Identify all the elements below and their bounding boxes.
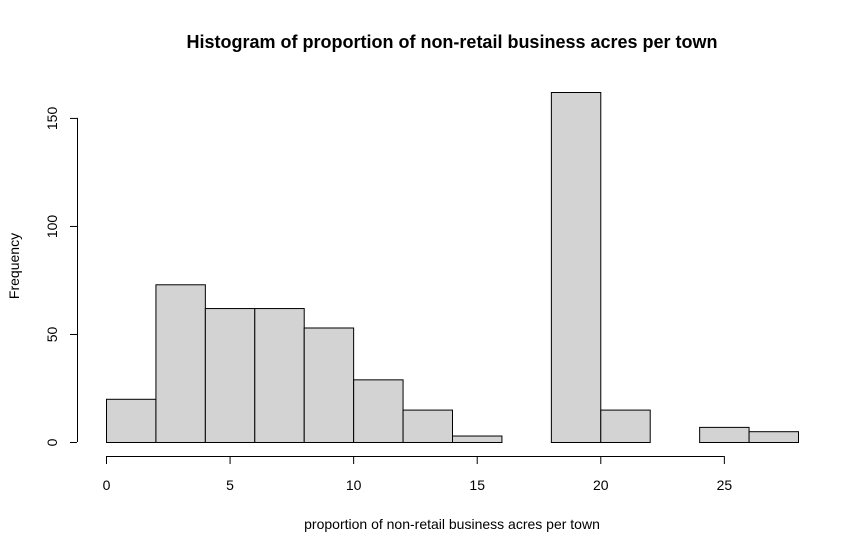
- y-axis: 0 50 100 150: [44, 107, 78, 446]
- y-tick-label-100: 100: [44, 215, 60, 239]
- x-tick-label-15: 15: [469, 477, 485, 493]
- x-tick-label-20: 20: [593, 477, 609, 493]
- histogram-bar-5: [353, 379, 404, 443]
- x-tick-label-5: 5: [226, 477, 234, 493]
- histogram-bar-13: [748, 431, 799, 444]
- x-tick-label-10: 10: [346, 477, 362, 493]
- bars-group: [106, 92, 799, 444]
- y-tick-label-50: 50: [44, 326, 60, 342]
- histogram-bar-4: [303, 327, 355, 444]
- histogram-bar-12: [699, 426, 750, 444]
- histogram-bar-10: [600, 409, 651, 443]
- histogram-bar-2: [204, 308, 256, 443]
- x-axis: 0 5 10 15 20 25: [103, 456, 733, 493]
- histogram-bar-7: [452, 435, 503, 444]
- histogram-bar-9: [550, 92, 602, 443]
- y-tick-label-0: 0: [44, 438, 60, 446]
- histogram-bar-1: [155, 284, 206, 443]
- chart-title: Histogram of proportion of non-retail bu…: [186, 32, 717, 52]
- y-axis-label: Frequency: [6, 233, 22, 299]
- histogram-bar-3: [254, 308, 305, 443]
- y-tick-label-150: 150: [44, 107, 60, 131]
- x-axis-label: proportion of non-retail business acres …: [304, 516, 600, 532]
- histogram-bar-6: [402, 409, 454, 443]
- x-tick-label-0: 0: [103, 477, 111, 493]
- x-tick-label-25: 25: [717, 477, 733, 493]
- histogram-bar-0: [106, 398, 157, 444]
